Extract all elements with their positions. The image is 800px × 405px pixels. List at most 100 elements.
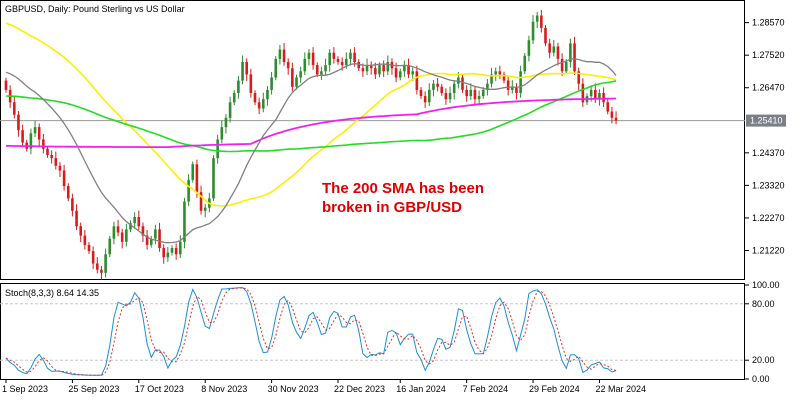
candle-body [535,15,539,22]
candle-body [419,89,423,97]
candle-body [195,164,199,193]
y-tick-label: 1.22270 [752,213,785,223]
sma50-line [5,22,617,207]
candle-body [237,80,240,93]
candle-body [133,217,136,224]
candle-body [179,241,182,255]
candle-body [46,148,49,155]
x-tick-label: 25 Sep 2023 [68,384,119,394]
candle-body [62,170,66,186]
candle-body [50,155,53,159]
y-tick-label: 1.26470 [752,83,785,93]
sma20-line [5,58,617,244]
candle-body [349,52,352,59]
candle-body [71,198,74,211]
candle-body [282,49,286,62]
candle-body [307,52,311,59]
candle-body [29,133,33,149]
candle-body [502,74,506,81]
candle-body [66,186,70,199]
candle-body [4,80,8,90]
x-tick-label: 17 Oct 2023 [135,384,184,394]
candle-body [320,71,323,75]
candle-body [415,71,419,90]
candle-body [361,68,365,72]
candle-body [602,93,605,103]
candle-body [577,71,580,84]
candle-body [386,62,390,72]
candle-body [253,93,257,103]
candle-body [262,99,265,109]
x-tick-label: 30 Nov 2023 [268,384,319,394]
candle-body [486,83,489,90]
candle-body [245,62,248,75]
y-tick-label: 1.28570 [752,18,785,28]
candle-body [125,229,128,242]
x-tick-label: 29 Feb 2024 [529,384,580,394]
stoch-signal-line [5,287,617,376]
candle-body [303,58,307,72]
candle-body [257,102,261,109]
candle-body [598,93,601,100]
candle-body [345,58,348,66]
candle-body [519,71,522,93]
candle-body [374,68,377,75]
candle-body [286,62,290,69]
candle-body [191,164,195,180]
candle-body [465,89,468,97]
candle-body [203,207,207,211]
candle-body [58,165,62,171]
candle-body [336,58,340,62]
annotation-line-2: broken in GBP/USD [322,199,462,216]
candle-body [33,127,37,134]
candle-body [564,62,568,72]
candle-body [13,102,16,115]
candle-body [614,117,618,121]
candle-body [448,93,452,100]
candle-body [477,96,481,100]
sma100-line [5,80,617,153]
candle-body [398,71,402,78]
candle-body [436,83,439,87]
candle-body [149,238,153,245]
candle-body [573,43,576,72]
current-price-box [746,114,786,127]
candle-body [432,83,435,90]
stoch-level-label: 0.00 [752,374,770,384]
annotation-line-1: The 200 SMA has been [322,180,484,197]
x-tick-label: 1 Sep 2023 [2,384,48,394]
x-tick-label: 8 Nov 2023 [201,384,247,394]
stoch-level-label: 20.00 [752,355,775,365]
candle-body [394,68,398,78]
candle-body [216,139,219,159]
candle-body [552,46,556,53]
candle-body [481,89,485,97]
candle-body [315,65,319,75]
candle-body [232,93,236,103]
candle-body [187,179,190,202]
candle-body [183,201,186,242]
stoch-main-line [5,287,617,376]
candle-body [83,235,87,245]
x-tick-label: 22 Dec 2023 [334,384,385,394]
candle-body [423,96,427,103]
candle-body [311,52,315,66]
stoch-panel-frame [0,283,745,380]
candle-body [249,74,253,93]
candle-body [162,248,165,258]
sma200-line [5,97,617,148]
candle-body [407,65,410,75]
candle-body [328,52,331,66]
candle-body [21,130,24,143]
main-panel-frame [0,0,745,280]
candle-body [116,226,120,233]
x-tick-label: 16 Jan 2024 [396,384,446,394]
stoch-level-label: 100.00 [752,280,780,290]
candle-body [369,65,373,69]
candle-body [357,62,361,69]
candle-body [112,226,116,239]
candle-body [104,254,107,273]
y-tick-label: 1.21220 [752,245,785,255]
